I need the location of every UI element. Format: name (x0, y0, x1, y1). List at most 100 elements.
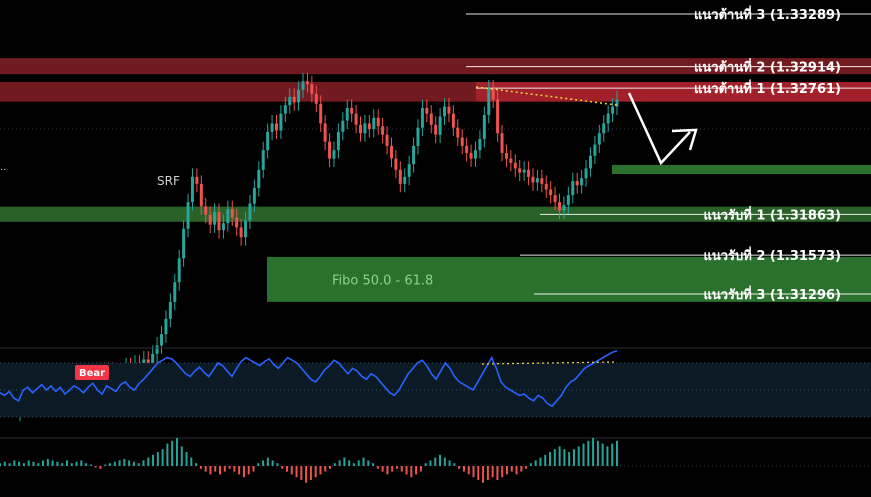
histogram-bar (204, 466, 207, 472)
histogram-bar (357, 460, 360, 466)
histogram-bar (3, 461, 6, 466)
candle-body (155, 345, 159, 354)
histogram-bar (405, 466, 408, 475)
histogram-bar (410, 466, 413, 478)
histogram-bar (56, 461, 59, 466)
candle-body (566, 195, 570, 205)
histogram-bar (42, 460, 45, 466)
candle-body (310, 84, 314, 94)
histogram-bar (434, 457, 437, 466)
histogram-bar (46, 459, 49, 466)
candle-body (513, 162, 517, 169)
candle-body (283, 105, 287, 114)
candle-body (522, 169, 526, 173)
candle-body (385, 134, 389, 146)
histogram-bar (510, 466, 513, 472)
candle-body (473, 150, 477, 159)
histogram-bar (233, 466, 236, 472)
histogram-bar (572, 449, 575, 466)
histogram-bar (486, 466, 489, 480)
candle-body (160, 334, 164, 346)
histogram-bar (496, 466, 499, 480)
level-label-6: แนวรับที่ 3 (1.31296) (703, 285, 841, 303)
histogram-bar (616, 440, 618, 466)
candle-body (292, 96, 296, 103)
candle-body (257, 169, 261, 189)
histogram-bar (319, 466, 322, 475)
histogram-bar (152, 454, 155, 466)
histogram-bar (525, 466, 528, 469)
histogram-bar (61, 463, 64, 466)
histogram-bar (123, 459, 126, 466)
histogram-bar (75, 461, 78, 466)
candle-body (314, 93, 318, 104)
candle-body (288, 96, 292, 106)
histogram-bar (137, 463, 140, 466)
candle-body (558, 202, 562, 211)
fibo-zone-label: Fibo 50.0 - 61.8 (332, 273, 433, 288)
candle-body (204, 206, 208, 215)
histogram-bar (18, 461, 21, 466)
histogram-bar (439, 454, 442, 466)
histogram-bar (505, 466, 508, 475)
histogram-bar (252, 466, 255, 472)
projection-layer (475, 86, 698, 166)
histogram-bar (381, 466, 384, 472)
histogram-bar (219, 466, 222, 475)
candle-body (562, 204, 566, 211)
candle-body (195, 176, 199, 184)
histogram-bar (563, 449, 566, 466)
rsi-panel: Bear (0, 350, 871, 418)
candle-body (509, 158, 513, 163)
candle-body (168, 301, 172, 319)
histogram-bar (362, 457, 365, 466)
candle-body (394, 158, 398, 170)
histogram-bar (477, 466, 480, 480)
histogram-bar (175, 438, 178, 466)
histogram-bar (386, 466, 389, 475)
candle-body (553, 195, 557, 203)
histogram-bar (22, 463, 25, 466)
histogram-bar (424, 463, 427, 466)
candle-body (429, 113, 433, 125)
histogram-bar (209, 466, 212, 475)
histogram-bar (247, 466, 250, 475)
candle-body (372, 117, 376, 130)
target-support-zone (612, 164, 871, 175)
histogram-bar (285, 466, 288, 472)
histogram-bar (228, 466, 231, 469)
candle-body (416, 127, 420, 146)
projection-arrow (627, 92, 691, 166)
histogram-bar (185, 452, 188, 466)
histogram-bar (104, 464, 107, 466)
bear-badge (75, 365, 109, 380)
candle-body (518, 168, 522, 173)
candle-body (213, 211, 217, 225)
candle-body (504, 152, 508, 159)
candle-body (323, 123, 327, 142)
histogram-bar (65, 460, 68, 466)
histogram-bar (372, 463, 375, 466)
candle-body (239, 227, 243, 238)
candle-body (580, 178, 584, 186)
histogram-bar (539, 457, 542, 466)
histogram-bar (80, 460, 83, 466)
histogram-bar (190, 457, 193, 466)
histogram-bar (611, 443, 614, 466)
histogram-bar (515, 466, 518, 475)
histogram-bar (262, 460, 265, 466)
histogram-bar (467, 466, 470, 475)
candle-body (217, 211, 221, 231)
candle-body (491, 88, 495, 100)
histogram-bar (582, 443, 585, 466)
rsi-line (0, 350, 618, 408)
histogram-bar (276, 463, 279, 466)
histogram-bar (462, 466, 465, 472)
upper-resistance-zone (0, 58, 871, 75)
candle-body (451, 113, 455, 128)
histogram-bar (309, 466, 312, 480)
candle-body (363, 123, 367, 134)
histogram-bar (242, 466, 245, 478)
histogram-bar (85, 463, 88, 466)
